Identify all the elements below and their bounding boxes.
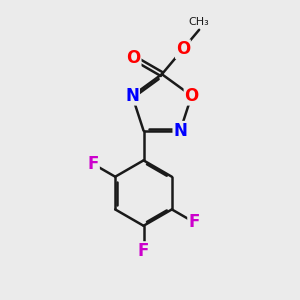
Text: N: N — [125, 87, 139, 105]
Text: O: O — [176, 40, 190, 58]
Text: O: O — [126, 49, 141, 67]
Text: N: N — [173, 122, 187, 140]
Text: F: F — [188, 213, 200, 231]
Text: F: F — [88, 155, 99, 173]
Text: CH₃: CH₃ — [189, 17, 209, 27]
Text: O: O — [184, 87, 199, 105]
Text: F: F — [138, 242, 149, 260]
